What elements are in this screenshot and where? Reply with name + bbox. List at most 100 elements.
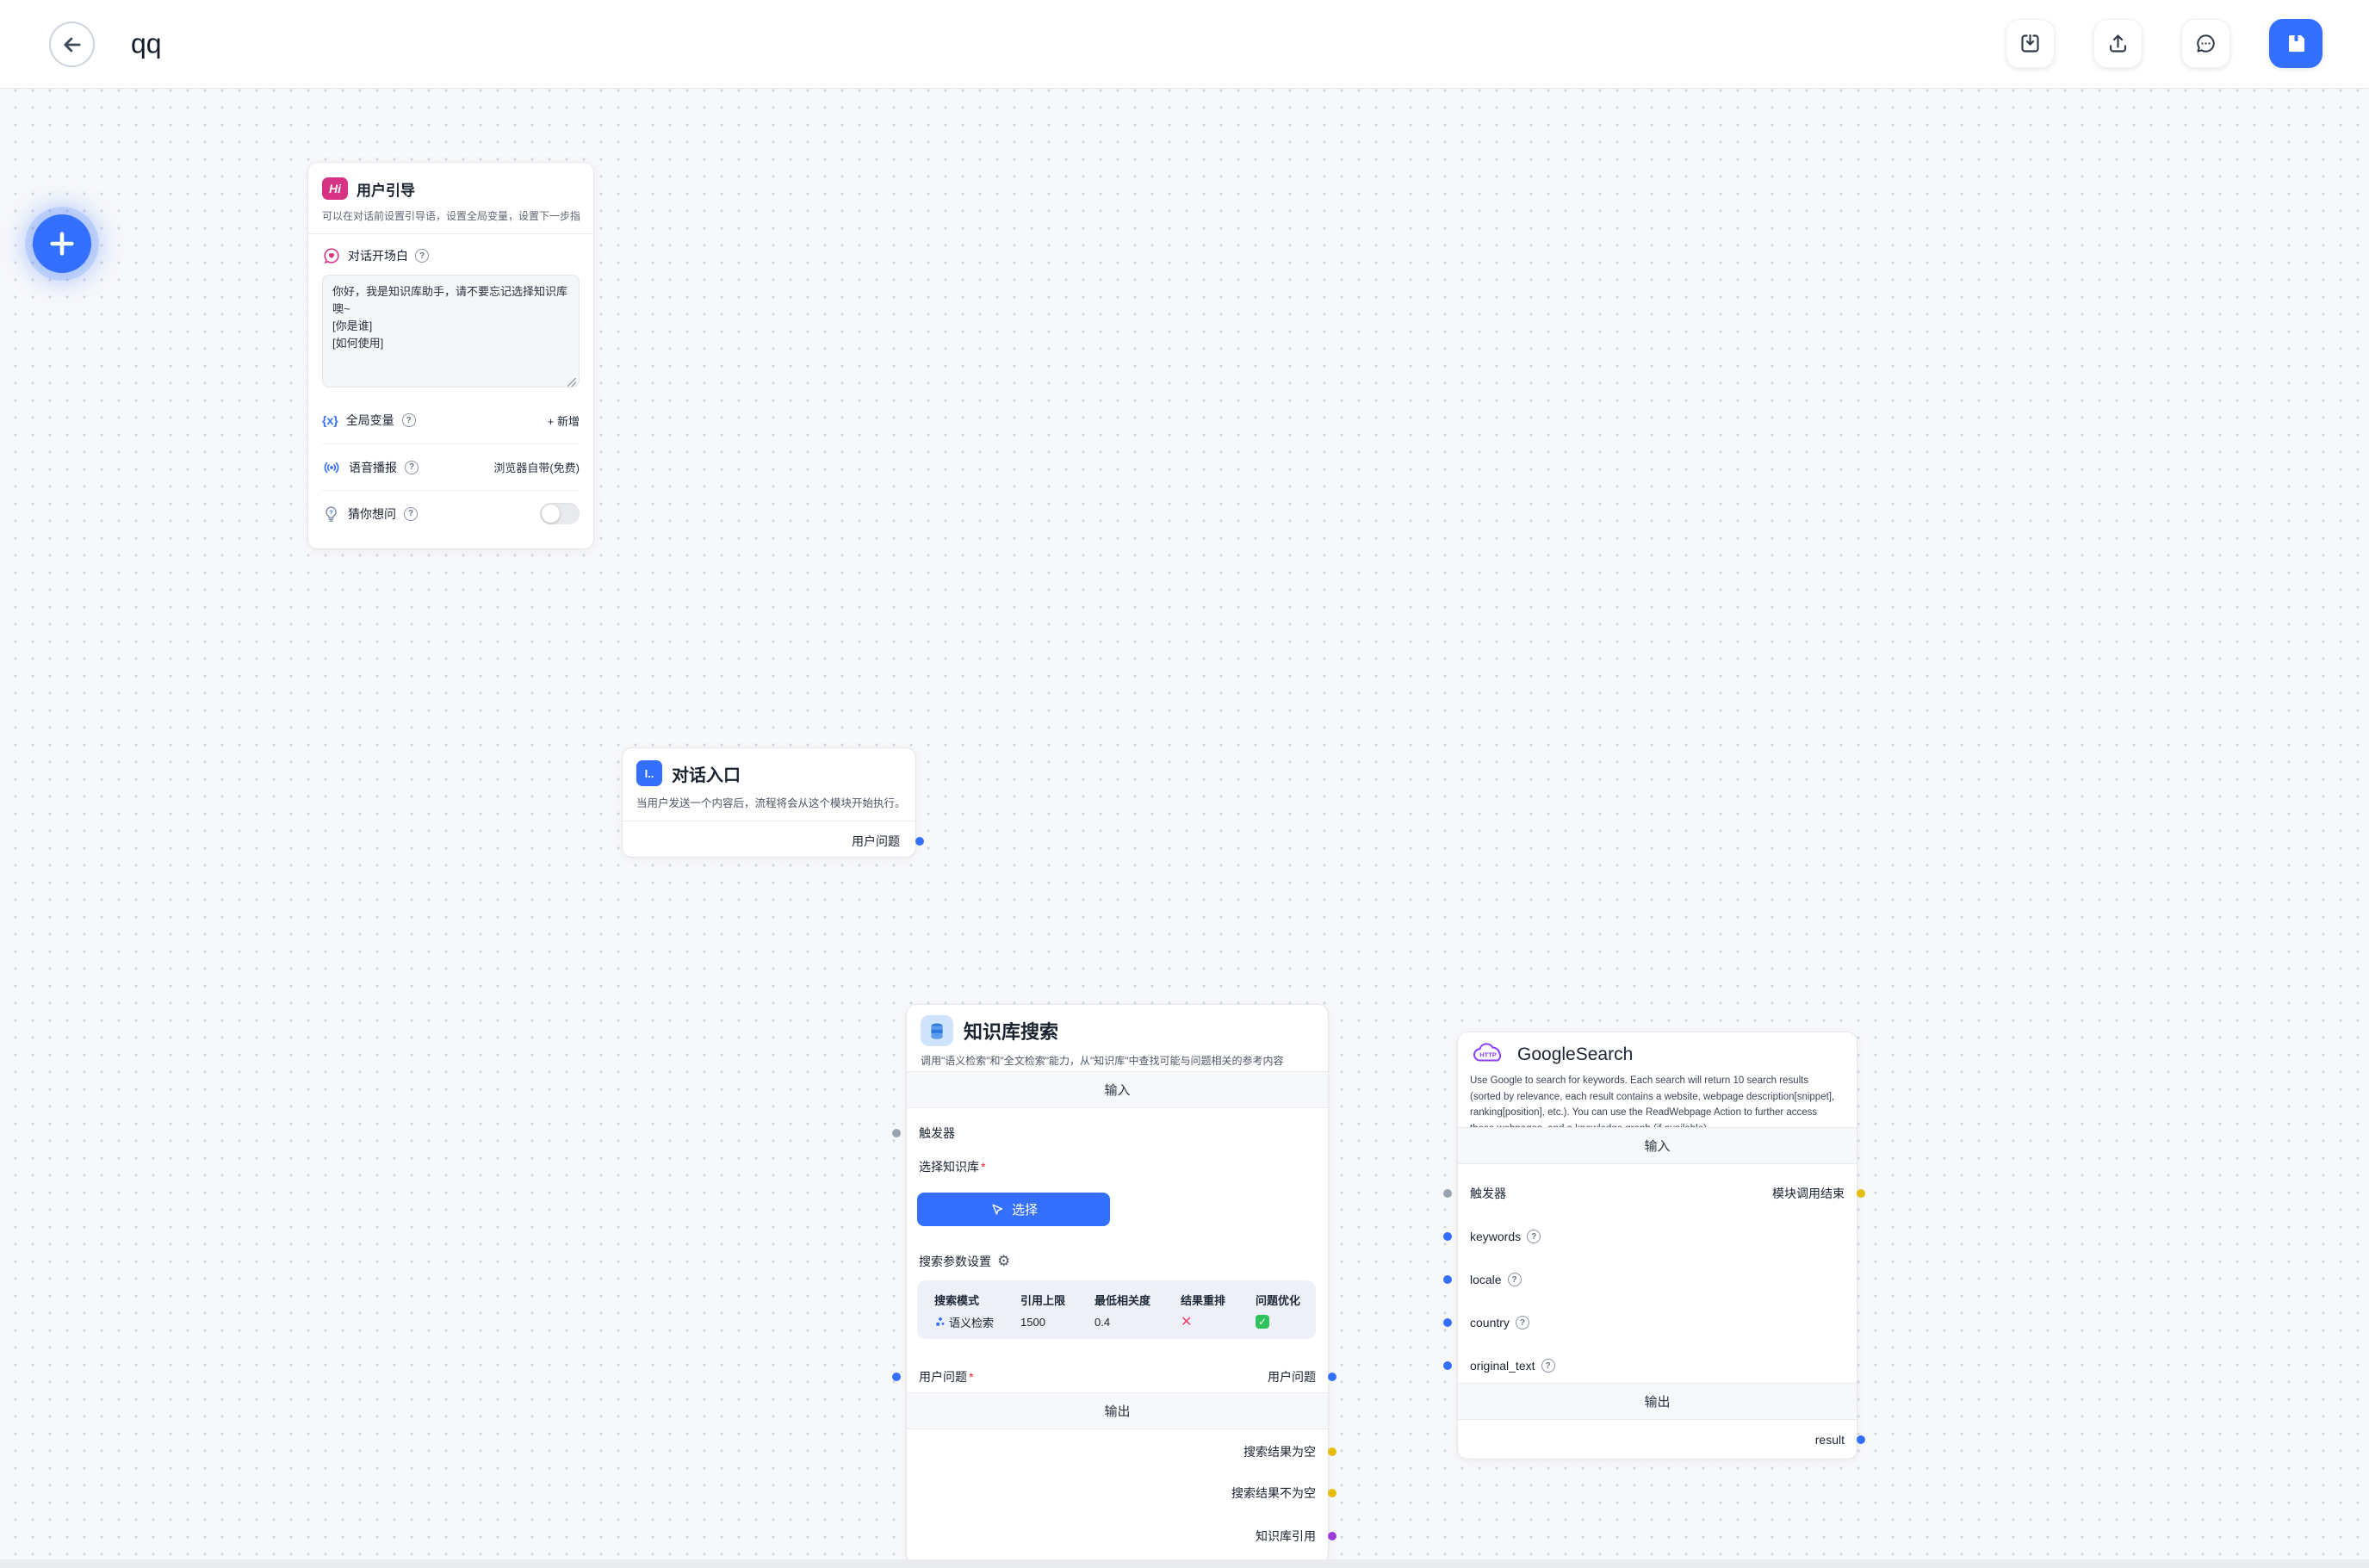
save-button[interactable] xyxy=(2269,19,2322,68)
select-kb-button[interactable]: 选择 xyxy=(917,1193,1110,1226)
guess-label: 猜你想问 xyxy=(348,506,396,521)
original-text-label: original_text xyxy=(1470,1359,1535,1373)
port-kb-question-in[interactable] xyxy=(892,1373,901,1381)
textarea-resize-handle[interactable] xyxy=(567,378,576,387)
port-keywords-in[interactable] xyxy=(1443,1232,1452,1241)
svg-text:HTTP: HTTP xyxy=(1479,1051,1497,1059)
kb-params-label: 搜索参数设置 ⚙ xyxy=(919,1253,1011,1269)
entry-output-label: 用户问题 xyxy=(852,834,900,848)
voice-broadcast-icon xyxy=(324,462,339,473)
bulb-question-icon: ? xyxy=(326,505,337,522)
kb-node-title: 知识库搜索 xyxy=(964,1021,1059,1043)
global-vars-label: 全局变量 xyxy=(345,413,394,427)
kb-trigger-label: 触发器 xyxy=(919,1126,955,1140)
gear-icon[interactable]: ⚙ xyxy=(997,1253,1011,1269)
guess-toggle[interactable] xyxy=(540,503,580,524)
add-variable-button[interactable]: + 新增 xyxy=(547,414,580,428)
locale-label: locale xyxy=(1470,1273,1502,1286)
opening-label: 对话开场白 xyxy=(348,249,408,263)
google-input-row: original_text? xyxy=(1443,1347,1857,1385)
workflow-canvas[interactable]: Hi 用户引导 可以在对话前设置引导语，设置全局变量，设置下一步指引 对话开场白… xyxy=(0,89,2369,1568)
hi-badge-icon: Hi xyxy=(322,177,348,200)
required-asterisk: * xyxy=(969,1370,974,1384)
google-input-row: locale? xyxy=(1443,1261,1857,1298)
port-kb-quote[interactable] xyxy=(1328,1532,1336,1540)
import-icon xyxy=(2021,34,2039,53)
port-google-finish[interactable] xyxy=(1857,1189,1865,1198)
arrow-left-icon xyxy=(63,37,81,52)
http-plugin-icon: HTTP xyxy=(1473,1043,1502,1062)
col-query-opt: 问题优化 xyxy=(1256,1293,1301,1307)
entry-node-title: 对话入口 xyxy=(672,765,741,785)
google-output-section: 输出 xyxy=(1458,1383,1857,1420)
global-vars-icon: {x} xyxy=(322,413,338,427)
port-result-out[interactable] xyxy=(1857,1435,1865,1444)
plus-icon xyxy=(50,232,74,256)
port-original-text-in[interactable] xyxy=(1443,1361,1452,1370)
help-icon[interactable]: ? xyxy=(401,413,416,427)
kb-output-empty-label: 搜索结果为空 xyxy=(1243,1445,1316,1459)
port-kb-trigger-in[interactable] xyxy=(892,1129,901,1137)
query-opt-enabled-icon: ✓ xyxy=(1256,1315,1269,1329)
semantic-search-icon xyxy=(936,1317,945,1326)
guide-header: Hi 用户引导 可以在对话前设置引导语，设置全局变量，设置下一步指引 xyxy=(308,163,593,233)
tts-value[interactable]: 浏览器自带(免费) xyxy=(493,462,580,474)
port-kb-question-out[interactable] xyxy=(1328,1373,1336,1381)
kb-input-section: 输入 xyxy=(907,1071,1328,1108)
user-guide-panel: Hi 用户引导 可以在对话前设置引导语，设置全局变量，设置下一步指引 对话开场白… xyxy=(307,162,594,549)
export-button[interactable] xyxy=(2093,19,2143,68)
chat-heart-icon xyxy=(324,248,339,264)
quote-limit-value: 1500 xyxy=(1020,1315,1045,1329)
back-button[interactable] xyxy=(49,22,95,67)
google-trigger-row: 触发器 模块调用结束 xyxy=(1443,1174,1865,1212)
search-mode-value: 语义检索 xyxy=(949,1316,995,1329)
node-google-search[interactable]: HTTP GoogleSearch Use Google to search f… xyxy=(1443,1032,1865,1460)
chat-dots-icon xyxy=(2197,34,2215,53)
required-asterisk: * xyxy=(981,1160,986,1174)
port-kb-result-notempty[interactable] xyxy=(1328,1489,1336,1497)
col-min-relevance: 最低相关度 xyxy=(1095,1293,1151,1307)
kb-question-row: 用户问题 * 用户问题 xyxy=(892,1358,1336,1396)
help-icon[interactable]: ? xyxy=(1515,1316,1529,1329)
kb-node-icon xyxy=(921,1015,953,1046)
kb-node-desc: 调用"语义检索"和"全文检索"能力，从"知识库"中查找可能与问题相关的参考内容 xyxy=(921,1055,1284,1067)
kb-select-label: 选择知识库 * xyxy=(919,1160,986,1174)
kb-output-row: 搜索结果不为空 xyxy=(907,1474,1336,1512)
google-trigger-label: 触发器 xyxy=(1470,1187,1506,1200)
kb-output-notempty-label: 搜索结果不为空 xyxy=(1231,1486,1316,1500)
node-kb-search[interactable]: 知识库搜索 调用"语义检索"和"全文检索"能力，从"知识库"中查找可能与问题相关… xyxy=(892,1004,1336,1564)
min-relevance-value: 0.4 xyxy=(1095,1315,1111,1329)
google-input-row: keywords? xyxy=(1443,1218,1857,1255)
kb-question-out-label: 用户问题 xyxy=(1268,1370,1316,1384)
country-label: country xyxy=(1470,1316,1510,1329)
save-icon xyxy=(2288,34,2304,53)
kb-output-section: 输出 xyxy=(907,1392,1328,1429)
help-icon[interactable]: ? xyxy=(1541,1359,1555,1373)
result-label: result xyxy=(1814,1433,1845,1447)
port-google-trigger-in[interactable] xyxy=(1443,1189,1452,1198)
svg-text:?: ? xyxy=(329,508,333,516)
import-button[interactable] xyxy=(2006,19,2055,68)
kb-output-row: 搜索结果为空 xyxy=(907,1433,1336,1471)
add-node-button[interactable] xyxy=(33,214,91,273)
opening-message-input[interactable]: 你好，我是知识库助手，请不要忘记选择知识库噢~ [你是谁] [如何使用] xyxy=(322,275,580,387)
help-icon[interactable]: ? xyxy=(1527,1230,1541,1243)
col-rerank: 结果重排 xyxy=(1181,1293,1226,1307)
export-icon xyxy=(2109,34,2127,53)
pointer-icon xyxy=(992,1204,1003,1215)
help-icon[interactable]: ? xyxy=(405,460,419,474)
google-node-title: GoogleSearch xyxy=(1517,1044,1634,1064)
port-user-question-out[interactable] xyxy=(915,836,924,846)
guide-title: 用户引导 xyxy=(357,182,415,199)
help-icon[interactable]: ? xyxy=(404,506,418,521)
port-locale-in[interactable] xyxy=(1443,1275,1452,1284)
kb-trigger-row: 触发器 xyxy=(892,1114,1328,1152)
google-input-row: country? xyxy=(1443,1304,1857,1342)
node-chat-entry[interactable]: I.. 对话入口 当用户发送一个内容后，流程将会从这个模块开始执行。 用户问题 xyxy=(622,747,924,858)
port-kb-result-empty[interactable] xyxy=(1328,1447,1336,1456)
help-icon[interactable]: ? xyxy=(1507,1273,1522,1286)
help-icon[interactable]: ? xyxy=(415,249,429,263)
feedback-button[interactable] xyxy=(2181,19,2230,68)
port-country-in[interactable] xyxy=(1443,1318,1452,1327)
canvas-bottom-edge xyxy=(0,1559,2369,1568)
